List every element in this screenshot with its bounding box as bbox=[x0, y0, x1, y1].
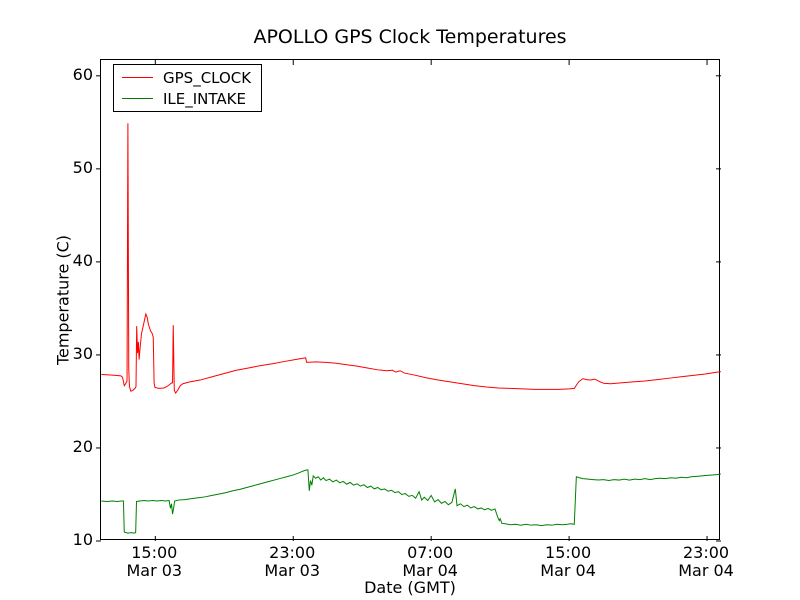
ile-intake-line-swatch-icon bbox=[122, 98, 153, 99]
x-tick-label-date: Mar 03 bbox=[126, 561, 183, 580]
legend-entry-gps-clock: GPS_CLOCK bbox=[122, 68, 251, 87]
gps-clock-line-swatch-icon bbox=[122, 77, 153, 78]
legend-label-gps-clock: GPS_CLOCK bbox=[163, 68, 252, 87]
x-axis-label: Date (GMT) bbox=[364, 578, 456, 597]
x-tick-label-date: Mar 04 bbox=[540, 561, 596, 580]
y-tick-label: 60 bbox=[72, 64, 93, 84]
x-tick-label-date: Mar 04 bbox=[402, 561, 458, 580]
y-tick-label: 30 bbox=[72, 343, 93, 363]
series-line-ile_intake bbox=[101, 469, 721, 534]
x-tick-label-time: 23:00 bbox=[269, 543, 316, 562]
legend: GPS_CLOCK ILE_INTAKE bbox=[113, 64, 263, 112]
x-tick-label-date: Mar 04 bbox=[678, 561, 734, 580]
x-tick-label-date: Mar 03 bbox=[264, 561, 321, 580]
y-tick-label: 20 bbox=[72, 436, 93, 456]
legend-label-ile-intake: ILE_INTAKE bbox=[163, 89, 246, 108]
y-tick-label: 10 bbox=[72, 530, 93, 549]
x-tick-label-time: 07:00 bbox=[407, 543, 454, 562]
plot-title: APOLLO GPS Clock Temperatures bbox=[253, 26, 567, 48]
y-tick-label: 40 bbox=[72, 250, 93, 270]
y-tick-label: 50 bbox=[72, 157, 93, 177]
plot-area: GPS_CLOCK ILE_INTAKE bbox=[96, 59, 721, 542]
plot-svg bbox=[96, 60, 721, 542]
x-tick-label-time: 23:00 bbox=[682, 543, 730, 562]
x-tick-label-time: 15:00 bbox=[545, 543, 592, 562]
x-tick-label-time: 15:00 bbox=[131, 543, 178, 562]
series-line-gps_clock bbox=[101, 123, 721, 395]
legend-entry-ile-intake: ILE_INTAKE bbox=[122, 89, 251, 108]
